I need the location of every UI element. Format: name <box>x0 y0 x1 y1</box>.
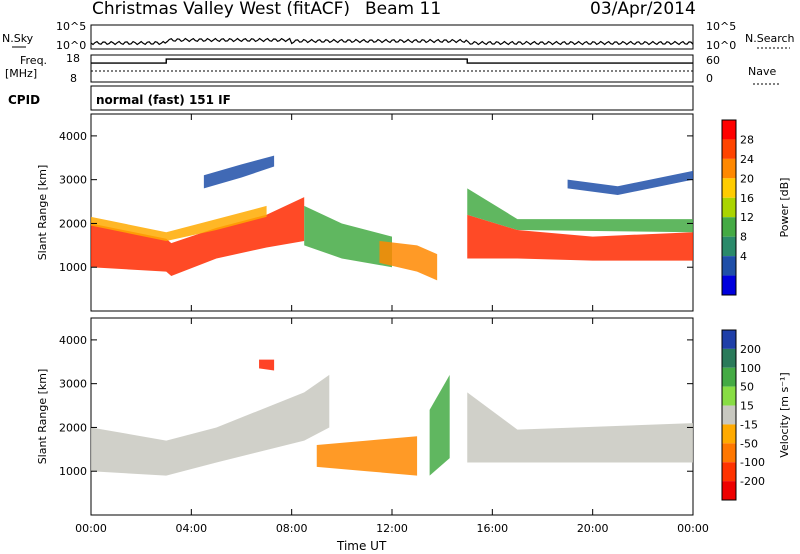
noise-left-tick-bottom: 10^0 <box>56 39 86 52</box>
colorbar-tick-label: 16 <box>740 192 754 205</box>
y-tick-label: 4000 <box>59 334 87 347</box>
colorbar-tick-label: 50 <box>740 381 754 394</box>
colorbar-segment <box>722 139 736 159</box>
colorbar-label: Velocity [m s⁻¹] <box>778 372 791 457</box>
colorbar-segment <box>722 462 736 482</box>
y-axis-label: Slant Range [km] <box>36 369 49 465</box>
plot-title: Christmas Valley West (fitACF) <box>92 0 350 19</box>
noise-panel: N.Sky 10^5 10^0 10^5 10^0 N.Search <box>2 20 795 52</box>
noise-right-tick-top: 10^5 <box>706 20 736 33</box>
colorbar-tick-label: 24 <box>740 153 754 166</box>
colorbar-tick-label: -15 <box>740 418 758 431</box>
y-tick-label: 1000 <box>59 261 87 274</box>
colorbar-segment <box>722 481 736 500</box>
echo-band-green_spike <box>429 374 450 476</box>
freq-label: Freq. <box>20 54 47 67</box>
colorbar-segment <box>722 275 736 295</box>
y-tick-label: 4000 <box>59 130 87 143</box>
freq-tick-bottom: 8 <box>70 72 77 85</box>
colorbar-segment <box>722 348 736 368</box>
colorbar-tick-label: -100 <box>740 456 765 469</box>
colorbar-frame <box>721 329 737 501</box>
colorbar-tick-label: 200 <box>740 343 761 356</box>
freq-unit-label: [MHz] <box>5 67 37 80</box>
freq-series <box>91 58 693 64</box>
echo-band-evening_arc <box>567 170 693 195</box>
colorbar-tick-label: 4 <box>740 250 747 263</box>
noise-search-label: N.Search <box>745 32 795 45</box>
noise-left-tick-top: 10^5 <box>56 20 86 33</box>
y-axis-label: Slant Range [km] <box>36 165 49 261</box>
echo-band-main_scatter <box>91 197 305 276</box>
date-label: 03/Apr/2014 <box>590 0 696 19</box>
colorbar-label: Power [dB] <box>778 178 791 238</box>
x-tick-label: 12:00 <box>376 522 408 535</box>
velocity-panel: 1000 2000 3000 4000 Slant Range [km] <box>36 317 694 516</box>
cpid-panel: normal (fast) 151 IF <box>90 85 694 111</box>
x-tick-label: 08:00 <box>276 522 308 535</box>
x-tick-label: 00:00 <box>677 522 709 535</box>
colorbar-tick-label: 15 <box>740 400 754 413</box>
nave-tick-top: 60 <box>706 54 720 67</box>
y-tick-label: 2000 <box>59 217 87 230</box>
x-tick-label: 00:00 <box>75 522 107 535</box>
echo-band-post_sunrise <box>467 392 693 463</box>
colorbar-tick-label: 100 <box>740 362 761 375</box>
power-panel: 1000 2000 3000 4000 Slant Range [km] <box>36 113 694 312</box>
noise-sky-series <box>90 37 694 46</box>
colorbar-segment <box>722 178 736 198</box>
x-tick-label: 16:00 <box>476 522 508 535</box>
noise-sky-label: N.Sky <box>2 32 34 45</box>
colorbar-tick-label: -50 <box>740 437 758 450</box>
nave-label: Nave <box>748 65 776 78</box>
cpid-text: normal (fast) 151 IF <box>96 93 231 107</box>
colorbar-segment <box>722 330 736 349</box>
y-tick-label: 2000 <box>59 421 87 434</box>
power-colorbar: 28 24 20 16 12 8 4 Power [dB] <box>721 119 791 296</box>
time-axis: 00:00 04:00 08:00 12:00 16:00 20:00 00:00 <box>75 114 709 535</box>
colorbar-segment <box>722 197 736 218</box>
echo-band-midnight_fan_right <box>379 240 438 281</box>
echo-band-post_sunrise_edge <box>467 188 693 233</box>
x-tick-label: 20:00 <box>577 522 609 535</box>
freq-tick-top: 18 <box>66 52 80 65</box>
colorbar-segment <box>722 120 736 140</box>
colorbar-tick-label: 12 <box>740 211 754 224</box>
colorbar-segment <box>722 256 736 276</box>
echo-band-post_sunrise <box>467 214 693 261</box>
echo-band-upper_arc <box>203 155 275 189</box>
echo-band-red_patch <box>259 359 275 371</box>
colorbar-segment <box>722 236 736 257</box>
colorbar-segment <box>722 367 736 387</box>
colorbar-segment <box>722 386 736 406</box>
x-tick-label: 04:00 <box>175 522 207 535</box>
freq-panel: Freq. [MHz] 18 8 60 0 Nave <box>5 52 780 85</box>
nave-tick-bottom: 0 <box>706 72 713 85</box>
time-axis-label: Time UT <box>336 539 387 553</box>
echo-band-midnight_flow <box>316 436 418 476</box>
cpid-label: CPID <box>8 93 40 107</box>
noise-right-tick-bottom: 10^0 <box>706 39 736 52</box>
colorbar-segment <box>722 443 736 463</box>
y-tick-label: 3000 <box>59 174 87 187</box>
echo-band-main_scatter_edge <box>91 205 267 241</box>
colorbar-segment <box>722 158 736 179</box>
colorbar-segment <box>722 405 736 425</box>
velocity-colorbar: 200 100 50 15 -15 -50 -100 -200 Velocity [m s⁻¹] <box>721 329 791 501</box>
colorbar-tick-label: 8 <box>740 231 747 244</box>
beam-label: Beam 11 <box>365 0 441 19</box>
colorbar-frame <box>721 119 737 296</box>
echo-band-main_ground <box>91 374 330 476</box>
y-tick-label: 1000 <box>59 465 87 478</box>
colorbar-tick-label: -200 <box>740 475 765 488</box>
echo-band-midnight_fan_left <box>304 205 392 268</box>
colorbar-tick-label: 28 <box>740 133 754 146</box>
colorbar-segment <box>722 424 736 444</box>
colorbar-segment <box>722 217 736 237</box>
y-tick-label: 3000 <box>59 378 87 391</box>
colorbar-tick-label: 20 <box>740 172 754 185</box>
